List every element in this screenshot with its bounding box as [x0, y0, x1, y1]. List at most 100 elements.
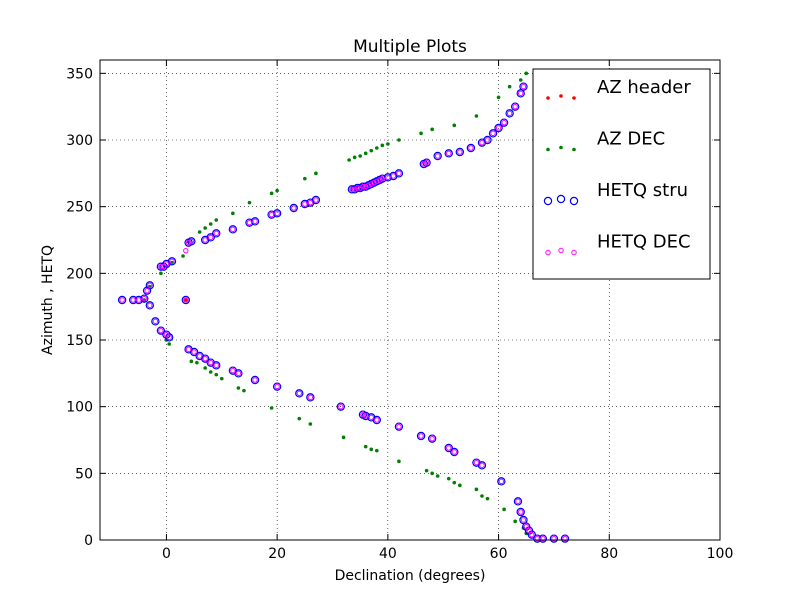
hetq-dec-point	[562, 535, 568, 542]
hetq-dec-point	[379, 175, 386, 182]
hetq-dec-point	[307, 394, 314, 401]
hetq-dec-point	[374, 417, 380, 423]
az-dec-point	[214, 218, 219, 222]
hetq-dec-point	[451, 449, 457, 455]
y-tick-label: 300	[66, 133, 93, 149]
legend-marker-az-dec	[546, 147, 550, 152]
legend-marker-az-dec	[572, 147, 576, 152]
hetq-stru-point	[444, 149, 453, 158]
hetq-dec-point	[166, 334, 172, 341]
az-dec-point	[219, 376, 224, 381]
hetq-dec-point	[418, 433, 424, 439]
hetq-dec-point	[518, 90, 524, 97]
az-dec-point	[269, 406, 274, 410]
az-dec-point	[480, 494, 484, 498]
hetq-stru-point	[466, 143, 476, 153]
hetq-dec-point	[523, 523, 529, 530]
hetq-stru-point	[156, 262, 166, 271]
az-dec-point	[474, 487, 479, 492]
az-dec-point	[247, 200, 252, 205]
legend-marker-hetq-dec	[545, 249, 551, 256]
hetq-dec-point	[191, 349, 197, 355]
hetq-dec-point	[365, 182, 372, 189]
plot-frame	[99, 59, 721, 541]
az-dec-point	[242, 388, 246, 393]
hetq-stru-point	[295, 389, 304, 398]
hetq-dec-point	[363, 413, 369, 419]
az-dec-point	[303, 176, 307, 181]
legend: AZ header AZ DEC HETQ stru HETQ DEC	[532, 68, 711, 280]
hetq-dec-point	[230, 367, 236, 374]
legend-label-hetq-dec: HETQ DEC	[597, 232, 691, 253]
hetq-stru-point	[527, 530, 536, 539]
az-dec-point	[386, 142, 390, 146]
az-dec-point	[314, 171, 318, 176]
legend-box	[532, 68, 711, 280]
hetq-stru-point	[212, 229, 221, 238]
az-dec-point	[374, 146, 379, 150]
az-dec-point	[397, 138, 401, 142]
hetq-dec-point	[296, 390, 302, 397]
az-dec-point	[452, 123, 457, 128]
hetq-dec-point	[360, 411, 366, 418]
hetq-dec-point	[351, 186, 358, 193]
y-tick-label: 150	[66, 333, 93, 349]
hetq-dec-point	[268, 211, 275, 218]
hetq-dec-point	[484, 137, 491, 143]
hetq-dec-point	[147, 302, 153, 309]
data-points	[117, 71, 570, 543]
axis-ticks: 0 20 40 60 80 100 0 50 100 150 200 250 300 350	[66, 60, 733, 562]
legend-marker-hetq-stru	[543, 196, 553, 206]
hetq-stru-point	[494, 123, 503, 133]
hetq-stru-point	[336, 402, 346, 411]
hetq-stru-point	[516, 89, 525, 98]
hetq-dec-point	[208, 234, 214, 241]
y-tick-label: 100	[66, 400, 93, 416]
hetq-dec-point	[235, 370, 242, 377]
legend-marker-az-dec	[559, 145, 563, 150]
az-dec-point	[424, 468, 429, 473]
hetq-dec-point	[183, 297, 189, 303]
hetq-dec-point	[490, 130, 496, 137]
hetq-dec-point	[526, 527, 532, 534]
hetq-dec-point	[302, 201, 308, 207]
hetq-stru-point	[416, 431, 426, 441]
hetq-stru-point	[433, 151, 442, 161]
legend-label-hetq-stru: HETQ stru	[597, 180, 688, 201]
hetq-stru-point	[184, 238, 193, 247]
hetq-stru-point	[228, 225, 238, 234]
hetq-dec-point	[188, 238, 195, 245]
hetq-dec-point	[136, 297, 142, 303]
hetq-dec-point	[363, 183, 369, 190]
hetq-dec-point	[208, 359, 214, 366]
hetq-dec-point	[457, 149, 463, 155]
hetq-dec-point	[429, 435, 435, 442]
hetq-dec-point	[520, 517, 527, 523]
hetq-stru-point	[477, 461, 487, 470]
hetq-stru-point	[306, 393, 315, 402]
az-dec-point	[308, 422, 313, 426]
legend-marker-hetq-stru	[569, 196, 579, 206]
hetq-dec-point	[396, 170, 402, 177]
hetq-dec-point	[163, 261, 170, 267]
hetq-dec-point	[307, 199, 314, 206]
legend-marker-az-header	[546, 96, 550, 100]
hetq-dec-point	[357, 185, 363, 191]
y-tick-label: 50	[75, 466, 93, 482]
hetq-dec-point	[368, 181, 374, 187]
hetq-stru-point	[159, 262, 168, 271]
az-dec-point	[195, 360, 199, 365]
hetq-stru-point	[560, 534, 570, 543]
hetq-stru-point	[499, 118, 509, 127]
hetq-stru-point	[212, 361, 221, 370]
x-tick-label: 80	[600, 546, 618, 562]
hetq-dec-point	[446, 445, 452, 451]
legend-label-az-dec: AZ DEC	[597, 129, 665, 150]
hetq-dec-point	[185, 346, 192, 353]
hetq-dec-point	[506, 110, 513, 117]
az-dec-point	[524, 71, 529, 76]
y-tick-label: 0	[84, 533, 93, 549]
hetq-dec-point	[291, 205, 297, 211]
hetq-dec-point	[515, 498, 521, 505]
hetq-stru-point	[164, 333, 174, 342]
